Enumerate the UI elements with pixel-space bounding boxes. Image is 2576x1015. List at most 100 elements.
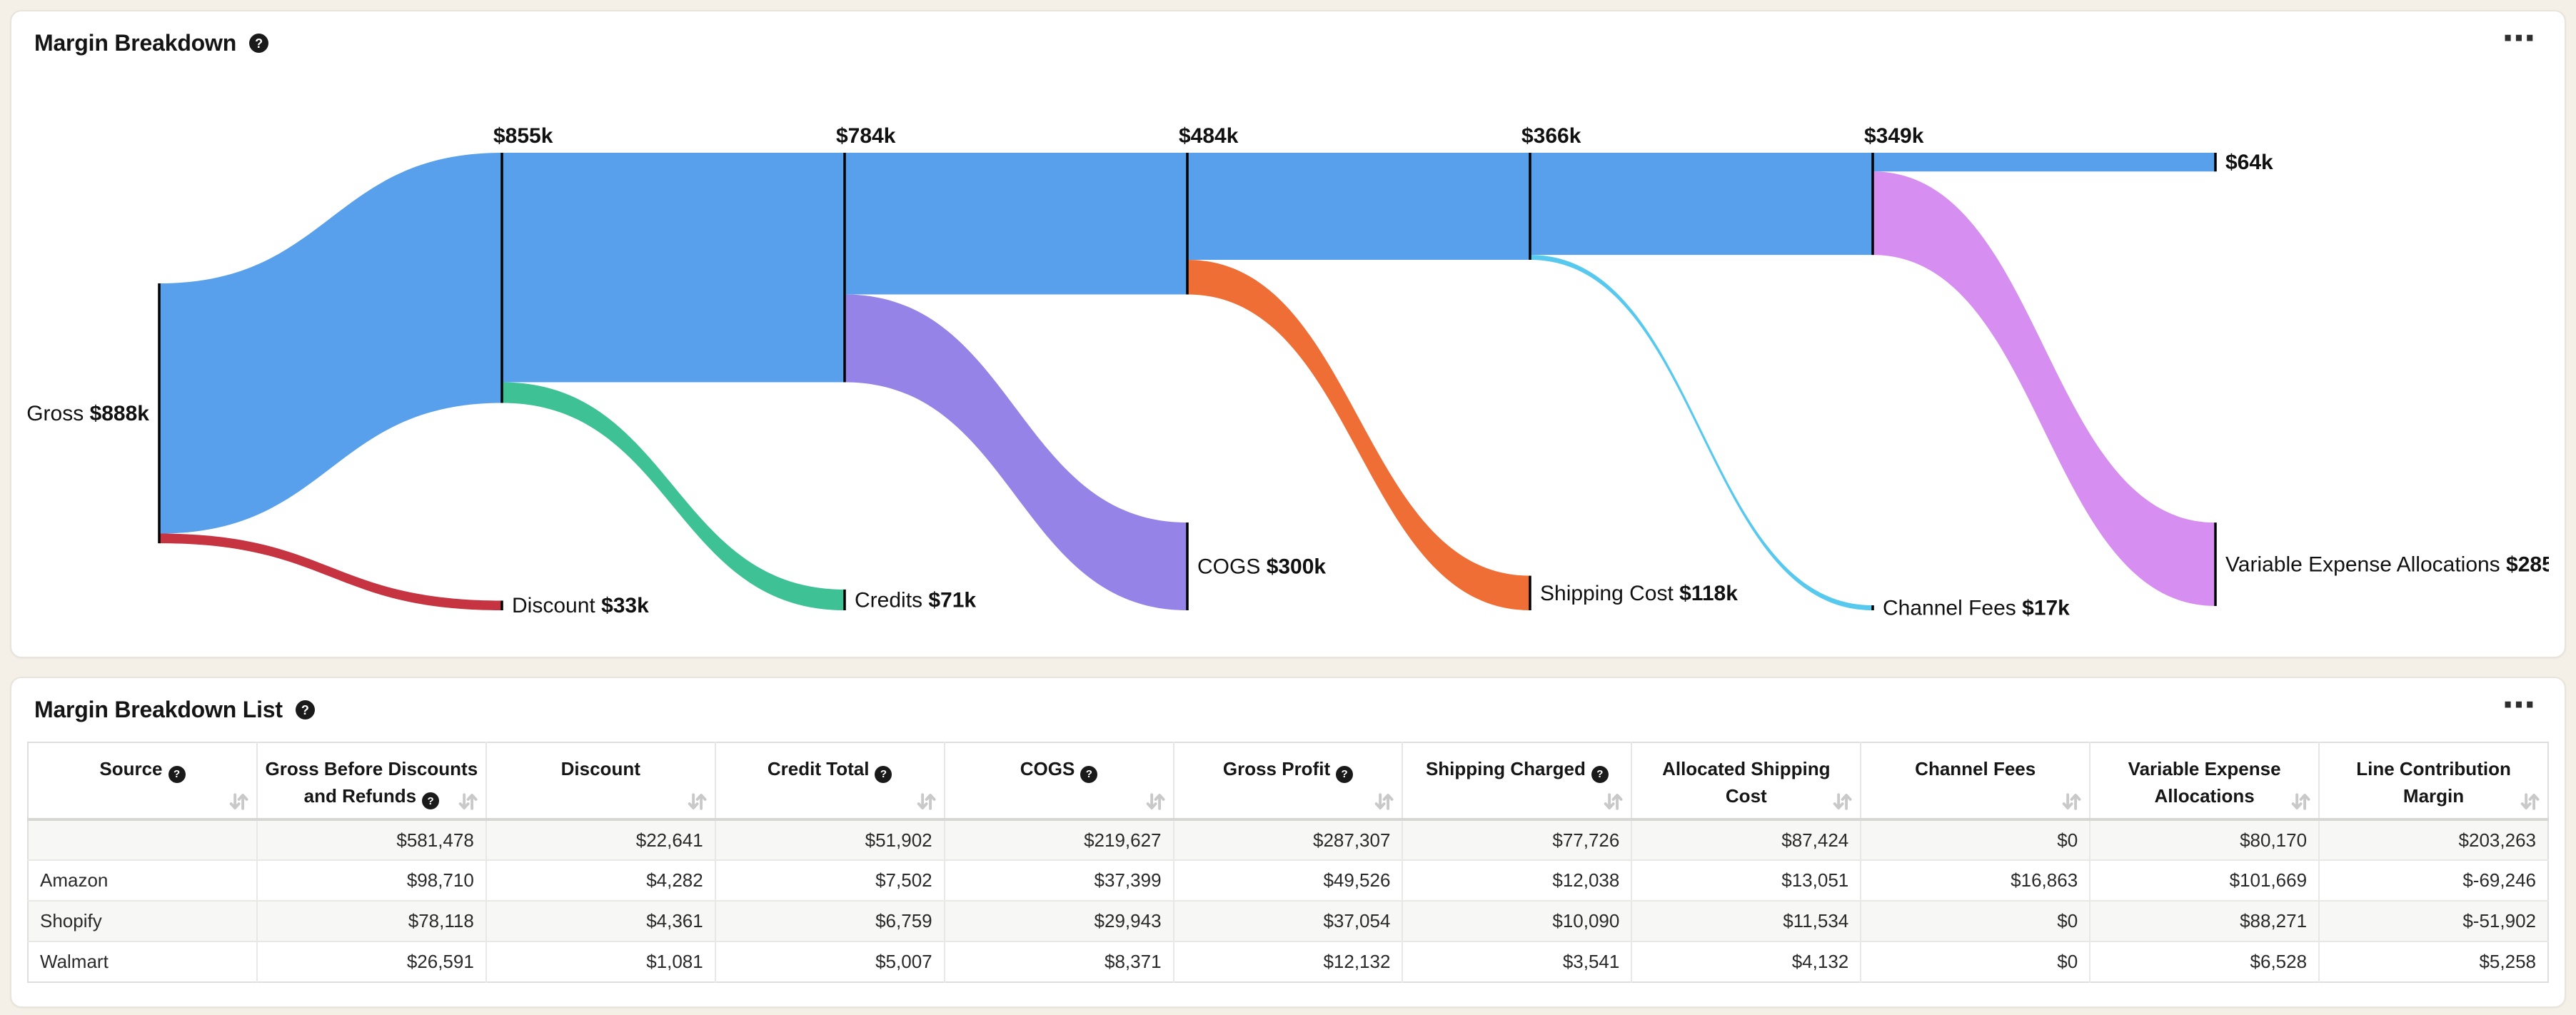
value-cell-cogs: $219,627 xyxy=(943,819,1174,860)
flow-main-to-64k[interactable] xyxy=(1873,153,2215,172)
value-cell-credit-total: $51,902 xyxy=(714,819,945,860)
column-header-line-contribution-margin[interactable]: Line Contribution Margin xyxy=(2318,742,2548,821)
column-header-allocated-shipping-cost[interactable]: Allocated Shipping Cost xyxy=(1631,742,1861,821)
help-icon[interactable]: ? xyxy=(249,34,269,53)
sort-icon[interactable] xyxy=(2288,789,2313,814)
value-cell-discount: $4,282 xyxy=(485,859,715,901)
sort-icon[interactable] xyxy=(1830,789,1854,814)
value-cell-discount: $1,081 xyxy=(485,941,715,982)
value-cell-line-contribution-margin: $-51,902 xyxy=(2318,900,2548,941)
value-cell-shipping-charged: $3,541 xyxy=(1402,941,1632,982)
help-icon[interactable]: ? xyxy=(875,765,892,783)
column-header-credit-total[interactable]: Credit Total? xyxy=(714,742,945,821)
value-cell-line-contribution-margin: $-69,246 xyxy=(2318,859,2548,901)
column-header-source[interactable]: Source? xyxy=(28,742,257,821)
column-label: Channel Fees xyxy=(1915,758,2036,779)
sort-icon[interactable] xyxy=(914,789,938,814)
value-cell-allocated-shipping-cost: $4,132 xyxy=(1631,941,1861,982)
sort-icon[interactable] xyxy=(685,789,709,814)
margin-breakdown-table: Source? Gross Before Discounts and Refund… xyxy=(27,742,2549,983)
column-header-gross-before-discounts-and-refunds[interactable]: Gross Before Discounts and Refunds? xyxy=(256,742,486,821)
value-cell-gross-before-discounts-and-refunds: $78,118 xyxy=(256,900,486,941)
margin-breakdown-list-card: Margin Breakdown List ? ⋯ Source? Gross B… xyxy=(10,677,2566,1008)
label-gross: Gross $888k xyxy=(27,402,149,425)
column-label: Credit Total xyxy=(767,758,870,779)
ellipsis-menu-icon[interactable]: ⋯ xyxy=(2500,688,2540,722)
value-cell-gross-profit: $287,307 xyxy=(1172,819,1403,860)
value-cell-gross-before-discounts-and-refunds: $26,591 xyxy=(256,941,486,982)
label-64k: $64k xyxy=(2225,151,2273,174)
source-cell: Shopify xyxy=(28,900,257,941)
column-label: Gross Before Discounts and Refunds xyxy=(265,758,478,807)
help-icon[interactable]: ? xyxy=(1080,765,1098,783)
label-366k: $366k xyxy=(1521,124,1581,148)
column-header-gross-profit[interactable]: Gross Profit? xyxy=(1172,742,1403,821)
sankey-node-bars xyxy=(158,153,2217,610)
value-cell-channel-fees: $16,863 xyxy=(1860,859,2091,901)
help-icon[interactable]: ? xyxy=(295,700,315,719)
flow-cogs[interactable] xyxy=(845,294,1187,610)
column-header-discount[interactable]: Discount xyxy=(485,742,715,821)
label-784k: $784k xyxy=(836,124,896,148)
column-label: Source xyxy=(99,758,163,779)
value-cell-gross-profit: $12,132 xyxy=(1172,941,1403,982)
table-row-totals: $581,478 $22,641 $51,902 $219,627 $287,307 $7… xyxy=(28,819,2548,860)
ellipsis-menu-icon[interactable]: ⋯ xyxy=(2500,21,2540,55)
sort-icon[interactable] xyxy=(2059,789,2083,814)
sankey-chart-area: Gross $888k $855k $784k $484k $366k $349k $64k… xyxy=(11,56,2565,659)
value-cell-credit-total: $6,759 xyxy=(714,900,945,941)
help-icon[interactable]: ? xyxy=(422,792,440,810)
label-349k: $349k xyxy=(1864,124,1924,148)
flow-variable-expense-allocations[interactable] xyxy=(1873,171,2215,607)
sort-icon[interactable] xyxy=(1372,789,1396,814)
column-label: Gross Profit xyxy=(1222,758,1331,779)
column-header-shipping-charged[interactable]: Shipping Charged? xyxy=(1402,742,1632,821)
margin-breakdown-card: Margin Breakdown ? ⋯ Gross $888k $855k $78… xyxy=(10,10,2566,658)
flow-main-to-784k[interactable] xyxy=(502,153,845,383)
label-discount: Discount $33k xyxy=(512,594,649,617)
source-cell xyxy=(28,819,257,860)
flow-main-to-484k[interactable] xyxy=(845,153,1187,295)
label-variable-expense-allocations: Variable Expense Allocations $285k xyxy=(2225,552,2549,576)
help-icon[interactable]: ? xyxy=(168,765,186,783)
value-cell-discount: $4,361 xyxy=(485,900,715,941)
value-cell-gross-profit: $49,526 xyxy=(1172,859,1403,901)
card-header: Margin Breakdown List ? ⋯ xyxy=(11,678,2565,723)
flow-main-to-366k[interactable] xyxy=(1187,153,1530,261)
column-header-cogs[interactable]: COGS? xyxy=(943,742,1174,821)
column-header-variable-expense-allocations[interactable]: Variable Expense Allocations xyxy=(2089,742,2320,821)
value-cell-cogs: $29,943 xyxy=(943,900,1174,941)
sort-icon[interactable] xyxy=(1601,789,1625,814)
value-cell-gross-before-discounts-and-refunds: $581,478 xyxy=(256,819,486,860)
column-label: Allocated Shipping Cost xyxy=(1662,758,1831,807)
flow-main-to-349k[interactable] xyxy=(1530,153,1873,256)
table-row-amazon: Amazon $98,710 $4,282 $7,502 $37,399 $49,526 $… xyxy=(28,859,2548,901)
column-header-channel-fees[interactable]: Channel Fees xyxy=(1860,742,2091,821)
column-label: Discount xyxy=(560,758,640,779)
value-cell-channel-fees: $0 xyxy=(1860,900,2091,941)
sort-icon[interactable] xyxy=(226,789,251,814)
value-cell-channel-fees: $0 xyxy=(1860,819,2091,860)
table-row-walmart: Walmart $26,591 $1,081 $5,007 $8,371 $12,132 $… xyxy=(28,941,2548,982)
value-cell-line-contribution-margin: $5,258 xyxy=(2318,941,2548,982)
value-cell-gross-before-discounts-and-refunds: $98,710 xyxy=(256,859,486,901)
sankey-labels: Gross $888k $855k $784k $484k $366k $349k $64k… xyxy=(27,124,2549,620)
sort-icon[interactable] xyxy=(1143,789,1167,814)
value-cell-cogs: $37,399 xyxy=(943,859,1174,901)
card-title: Margin Breakdown xyxy=(34,30,237,56)
help-icon[interactable]: ? xyxy=(1591,765,1609,783)
flow-shipping-cost[interactable] xyxy=(1187,260,1530,610)
value-cell-shipping-charged: $10,090 xyxy=(1402,900,1632,941)
flow-channel-fees[interactable] xyxy=(1530,255,1873,610)
help-icon[interactable]: ? xyxy=(1336,765,1354,783)
sort-icon[interactable] xyxy=(2517,789,2542,814)
sort-icon[interactable] xyxy=(456,789,480,814)
value-cell-line-contribution-margin: $203,263 xyxy=(2318,819,2548,860)
flow-main-to-855k[interactable] xyxy=(159,153,502,534)
flow-discount[interactable] xyxy=(159,533,502,610)
label-channel-fees: Channel Fees $17k xyxy=(1883,596,2070,620)
value-cell-channel-fees: $0 xyxy=(1860,941,2091,982)
flow-credits[interactable] xyxy=(502,382,845,610)
value-cell-allocated-shipping-cost: $11,534 xyxy=(1631,900,1861,941)
